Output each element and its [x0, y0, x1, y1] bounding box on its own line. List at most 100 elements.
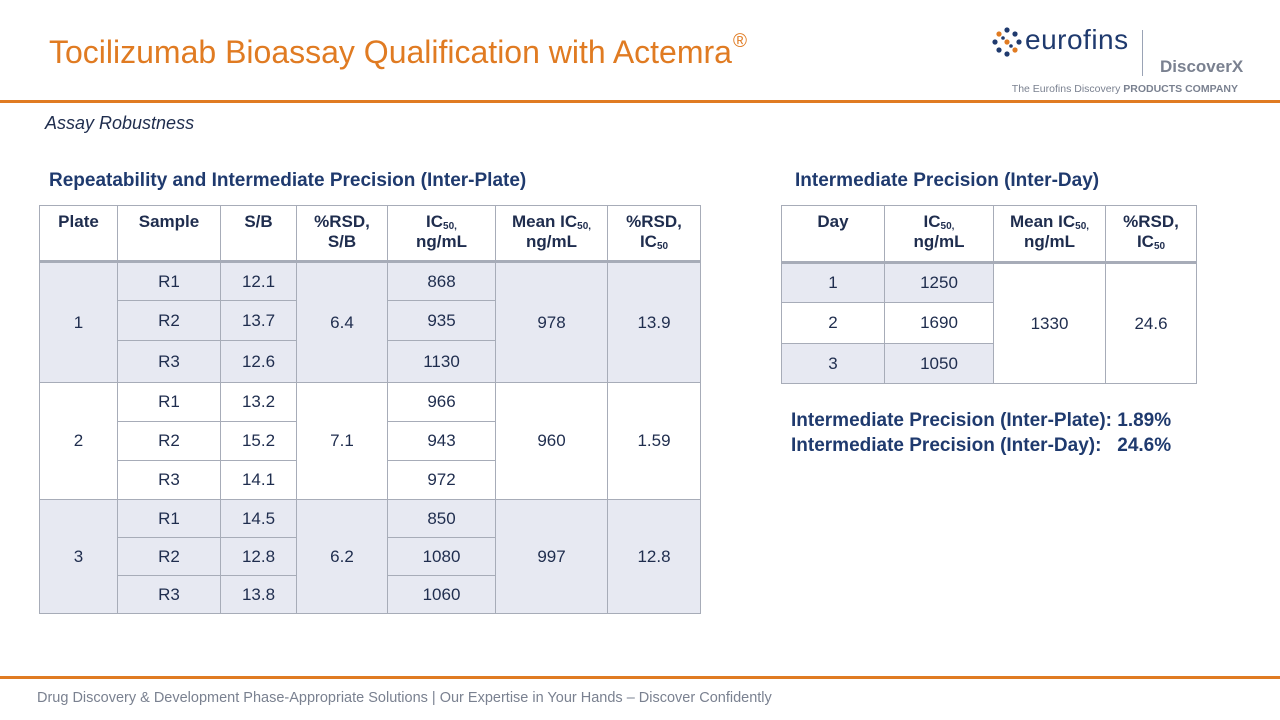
- ic50-cell: 1060: [387, 575, 496, 614]
- logo-separator: [1142, 30, 1143, 76]
- sample-cell: R1: [117, 261, 221, 301]
- sb-cell: 13.7: [220, 300, 297, 341]
- logo-tagline-bold: PRODUCTS COMPANY: [1123, 83, 1238, 95]
- sample-cell: R2: [117, 421, 221, 461]
- rsd-sb-cell: 6.2: [296, 499, 388, 614]
- header-mean-text: Mean IC: [1009, 212, 1076, 231]
- ic50-cell: 1250: [884, 262, 994, 303]
- ic50-cell: 1080: [387, 537, 496, 576]
- summary-inter-plate: Intermediate Precision (Inter-Plate): 1.…: [791, 410, 1172, 431]
- header-rsd-ic50: %RSD, IC50: [607, 205, 701, 263]
- header-ic50-unit: ng/mL: [913, 232, 965, 251]
- header-rsd-ic50: %RSD, IC50: [1105, 205, 1197, 264]
- sb-cell: 14.5: [220, 499, 297, 538]
- sb-cell: 12.6: [220, 340, 297, 383]
- eurofins-dots-icon: [992, 27, 1022, 57]
- day-cell: 2: [781, 302, 885, 344]
- header-rsd-ic-line1: %RSD,: [626, 212, 682, 231]
- table-row: 2 1690: [781, 302, 1197, 344]
- logo-wordmark: eurofins: [1025, 24, 1129, 55]
- day-cell: 3: [781, 343, 885, 384]
- ic50-cell: 1050: [884, 343, 994, 384]
- logo-tagline-plain: The Eurofins Discovery: [1011, 83, 1124, 95]
- ic50-cell: 935: [387, 300, 496, 341]
- registered-mark: ®: [732, 31, 747, 52]
- page-title: Tocilizumab Bioassay Qualification with …: [49, 31, 747, 71]
- header-rsd-line1: %RSD,: [1123, 212, 1179, 231]
- mean-ic50-cell: 997: [495, 499, 608, 614]
- ic50-cell: 943: [387, 421, 496, 461]
- sb-cell: 12.1: [220, 261, 297, 301]
- header-mean-unit: ng/mL: [526, 232, 577, 251]
- sb-cell: 12.8: [220, 537, 297, 576]
- ic50-cell: 850: [387, 499, 496, 538]
- header-ic50: IC50, ng/mL: [884, 205, 994, 264]
- header-rsd-sb-line2: S/B: [327, 232, 357, 251]
- footer-divider: [0, 676, 1280, 679]
- sample-cell: R3: [117, 460, 221, 500]
- day-cell: 1: [781, 262, 885, 303]
- table-row: R2 15.2 943: [40, 421, 701, 461]
- header-ic50-unit: ng/mL: [416, 232, 467, 251]
- header-rsd-text: IC: [1136, 232, 1154, 251]
- logo-tagline: The Eurofins Discovery PRODUCTS COMPANY: [1012, 83, 1238, 95]
- plate-cell: 2: [39, 382, 118, 500]
- ic50-cell: 972: [387, 460, 496, 500]
- summary-inter-day: Intermediate Precision (Inter-Day): 24.6…: [791, 435, 1172, 456]
- table-row: 3 1050: [781, 343, 1197, 384]
- table-row: 1 R1 12.1 6.4 868 978 13.9: [39, 261, 701, 383]
- sb-cell: 15.2: [220, 421, 297, 461]
- rsd-ic50-cell: 12.8: [607, 499, 701, 614]
- header-ic50-sub: 50,: [443, 221, 457, 232]
- header-rsd-ic-sub: 50: [656, 241, 669, 252]
- header-day: Day: [781, 205, 885, 264]
- header-rsd-sb: %RSD, S/B: [296, 205, 388, 263]
- page-title-text: Tocilizumab Bioassay Qualification with …: [49, 34, 732, 70]
- table-row: 3 R1 14.5 6.2 850 997 12.8: [39, 499, 701, 614]
- company-logo: eurofins DiscoverX The Eurofins Discover…: [988, 22, 1243, 98]
- sample-cell: R2: [117, 537, 221, 576]
- sample-cell: R3: [117, 575, 221, 614]
- header-ic50-text: IC: [426, 212, 444, 231]
- header-mean-ic50: Mean IC50, ng/mL: [495, 205, 608, 263]
- inter-day-heading: Intermediate Precision (Inter-Day): [795, 170, 1100, 191]
- section-label: Assay Robustness: [45, 113, 195, 133]
- ic50-cell: 868: [387, 261, 496, 301]
- header-ic50: IC50, ng/mL: [387, 205, 496, 263]
- header-divider: [0, 100, 1280, 103]
- sb-cell: 13.2: [220, 382, 297, 422]
- rsd-sb-cell: 6.4: [296, 261, 388, 383]
- table-header-row: Day IC50, ng/mL Mean IC50, ng/mL %RSD, IC50: [781, 205, 1197, 264]
- rsd-ic50-cell: 24.6: [1105, 262, 1197, 384]
- sb-cell: 13.8: [220, 575, 297, 614]
- mean-ic50-cell: 960: [495, 382, 608, 500]
- table-row: R3 14.1 972: [40, 460, 701, 500]
- rsd-sb-cell: 7.1: [296, 382, 388, 500]
- header-sample: Sample: [117, 205, 221, 263]
- mean-ic50-cell: 1330: [993, 262, 1106, 384]
- mean-ic50-cell: 978: [495, 261, 608, 383]
- footer-text: Drug Discovery & Development Phase-Appro…: [37, 690, 772, 706]
- ic50-cell: 966: [387, 382, 496, 422]
- header-rsd-sub: 50: [1153, 241, 1166, 252]
- header-rsd-sb-line1: %RSD,: [314, 212, 370, 231]
- inter-plate-heading: Repeatability and Intermediate Precision…: [49, 170, 527, 191]
- header-mean-sub: 50,: [1075, 221, 1090, 232]
- rsd-ic50-cell: 13.9: [607, 261, 701, 383]
- header-mean-text: Mean IC: [511, 212, 578, 231]
- header-sb: S/B: [220, 205, 297, 263]
- table-row: 1 1250 1330 24.6: [781, 262, 1197, 384]
- table-row: 2 R1 13.2 7.1 966 960 1.59: [39, 382, 701, 500]
- plate-cell: 3: [39, 499, 118, 614]
- rsd-ic50-cell: 1.59: [607, 382, 701, 500]
- ic50-cell: 1130: [387, 340, 496, 383]
- header-plate: Plate: [39, 205, 118, 263]
- header-rsd-ic-text: IC: [639, 232, 657, 251]
- inter-day-table: Day IC50, ng/mL Mean IC50, ng/mL %RSD, IC50…: [781, 205, 1197, 384]
- precision-summary: Intermediate Precision (Inter-Plate): 1.…: [791, 408, 1171, 458]
- header-ic50-text: IC: [923, 212, 941, 231]
- header-mean-ic50: Mean IC50, ng/mL: [993, 205, 1106, 264]
- sb-cell: 14.1: [220, 460, 297, 500]
- sample-cell: R3: [117, 340, 221, 383]
- inter-plate-table: Plate Sample S/B %RSD, S/B IC50, ng/mL Mea…: [39, 205, 701, 614]
